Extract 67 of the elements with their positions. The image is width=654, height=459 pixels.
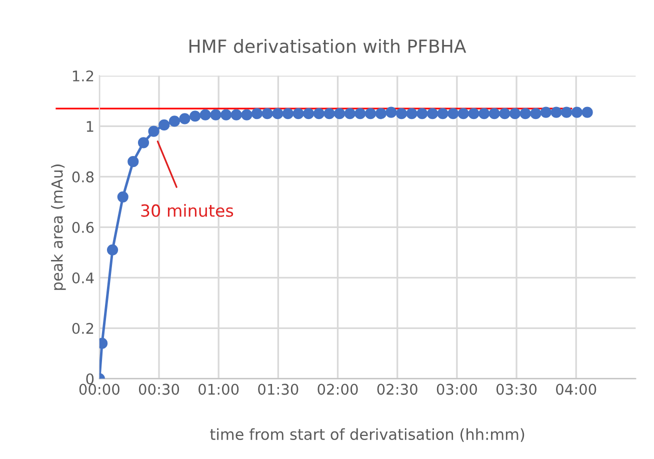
point: [561, 106, 572, 118]
chart-title: HMF derivatisation with PFBHA: [189, 39, 466, 53]
point: [386, 106, 397, 118]
point: [468, 108, 480, 120]
point: [406, 108, 418, 120]
point: [540, 106, 552, 118]
point: [272, 108, 284, 120]
point: [324, 108, 335, 120]
point: [128, 156, 139, 168]
point: [448, 108, 459, 120]
y-tick-label: 0.2: [72, 322, 94, 334]
point: [364, 108, 376, 120]
x-tick-label: 00:30: [138, 384, 180, 395]
point: [571, 106, 582, 118]
point: [416, 108, 428, 120]
point: [117, 191, 128, 202]
x-tick-label: 02:30: [377, 384, 418, 395]
y-axis-title: peak area (mAu): [51, 164, 66, 290]
point: [106, 244, 118, 256]
point: [138, 137, 150, 148]
point: [488, 108, 500, 120]
x-tick-label: 03:30: [496, 384, 537, 395]
point: [509, 108, 521, 120]
point: [282, 108, 294, 120]
y-tick-label: 0.6: [72, 222, 94, 233]
point: [344, 108, 356, 120]
x-tick-label: 02:00: [318, 384, 358, 395]
point: [426, 108, 438, 120]
point: [396, 108, 408, 120]
point: [354, 108, 366, 120]
point: [520, 108, 531, 120]
point: [292, 108, 304, 120]
point: [458, 108, 469, 120]
point: [210, 109, 222, 120]
x-tick-label: 01:00: [198, 384, 239, 395]
y-tick-label: 0.8: [72, 171, 94, 182]
point: [437, 108, 448, 120]
point: [582, 106, 593, 118]
point: [200, 109, 211, 120]
y-tick-label: 1.2: [72, 70, 94, 82]
y-tick-label: 1: [86, 121, 94, 132]
point: [148, 126, 160, 137]
point: [158, 119, 170, 131]
point: [478, 108, 490, 120]
x-tick-label: 00:00: [79, 384, 120, 395]
x-axis-title: time from start of derivatisation (hh:mm): [210, 428, 524, 442]
point: [499, 108, 510, 120]
x-tick-label: 03:00: [436, 384, 477, 395]
point: [550, 106, 562, 118]
y-tick-label: 0: [86, 373, 94, 384]
x-tick-label: 04:00: [556, 384, 596, 395]
point: [179, 113, 190, 124]
point: [313, 108, 324, 120]
point: [168, 116, 180, 127]
point: [262, 108, 273, 120]
point: [303, 108, 314, 120]
annotation: 30 minutes: [141, 204, 234, 217]
point: [334, 108, 346, 120]
point: [241, 109, 252, 120]
x-tick-label: 01:30: [258, 384, 298, 395]
point: [230, 109, 242, 120]
point: [220, 109, 232, 120]
point: [375, 108, 386, 120]
y-tick-label: 0.4: [72, 272, 94, 284]
point: [190, 110, 201, 122]
point: [251, 108, 263, 120]
point: [530, 108, 542, 120]
